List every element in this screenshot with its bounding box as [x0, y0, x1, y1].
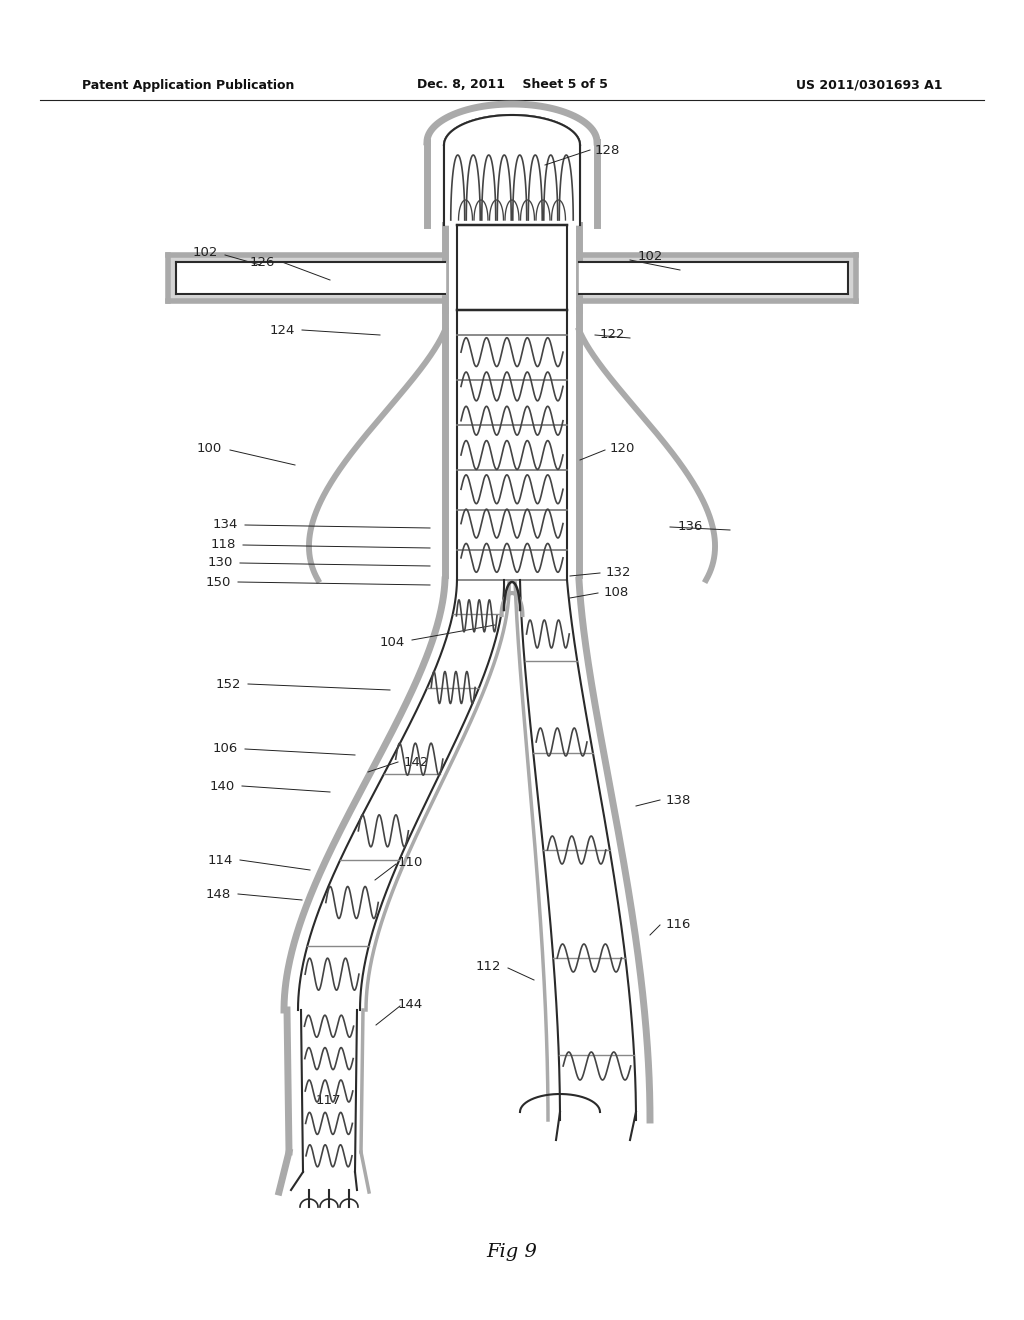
- Text: 100: 100: [197, 441, 222, 454]
- Text: 102: 102: [638, 251, 664, 264]
- Text: 140: 140: [210, 780, 234, 792]
- Text: 144: 144: [398, 998, 423, 1011]
- Text: 110: 110: [398, 857, 423, 870]
- Text: 152: 152: [215, 677, 241, 690]
- Text: 117: 117: [315, 1093, 341, 1106]
- Text: 120: 120: [610, 441, 635, 454]
- Text: 114: 114: [208, 854, 233, 866]
- Text: 116: 116: [666, 917, 691, 931]
- Polygon shape: [444, 115, 580, 224]
- Text: Fig 9: Fig 9: [486, 1243, 538, 1261]
- Text: 150: 150: [206, 576, 231, 589]
- Text: 138: 138: [666, 793, 691, 807]
- Text: Dec. 8, 2011    Sheet 5 of 5: Dec. 8, 2011 Sheet 5 of 5: [417, 78, 607, 91]
- Text: 102: 102: [193, 246, 218, 259]
- Text: 108: 108: [604, 586, 630, 599]
- Text: 148: 148: [206, 887, 231, 900]
- Text: 132: 132: [606, 566, 632, 579]
- Text: 130: 130: [208, 557, 233, 569]
- Text: Patent Application Publication: Patent Application Publication: [82, 78, 294, 91]
- Text: 118: 118: [211, 539, 236, 552]
- Text: 136: 136: [678, 520, 703, 533]
- Text: US 2011/0301693 A1: US 2011/0301693 A1: [796, 78, 942, 91]
- Text: 122: 122: [600, 329, 626, 342]
- Text: 124: 124: [269, 323, 295, 337]
- Text: 134: 134: [213, 519, 238, 532]
- Text: 106: 106: [213, 742, 238, 755]
- Text: 112: 112: [475, 960, 501, 973]
- Text: 126: 126: [250, 256, 275, 268]
- Text: 128: 128: [595, 144, 621, 157]
- Text: 142: 142: [404, 755, 429, 768]
- Text: 104: 104: [380, 635, 406, 648]
